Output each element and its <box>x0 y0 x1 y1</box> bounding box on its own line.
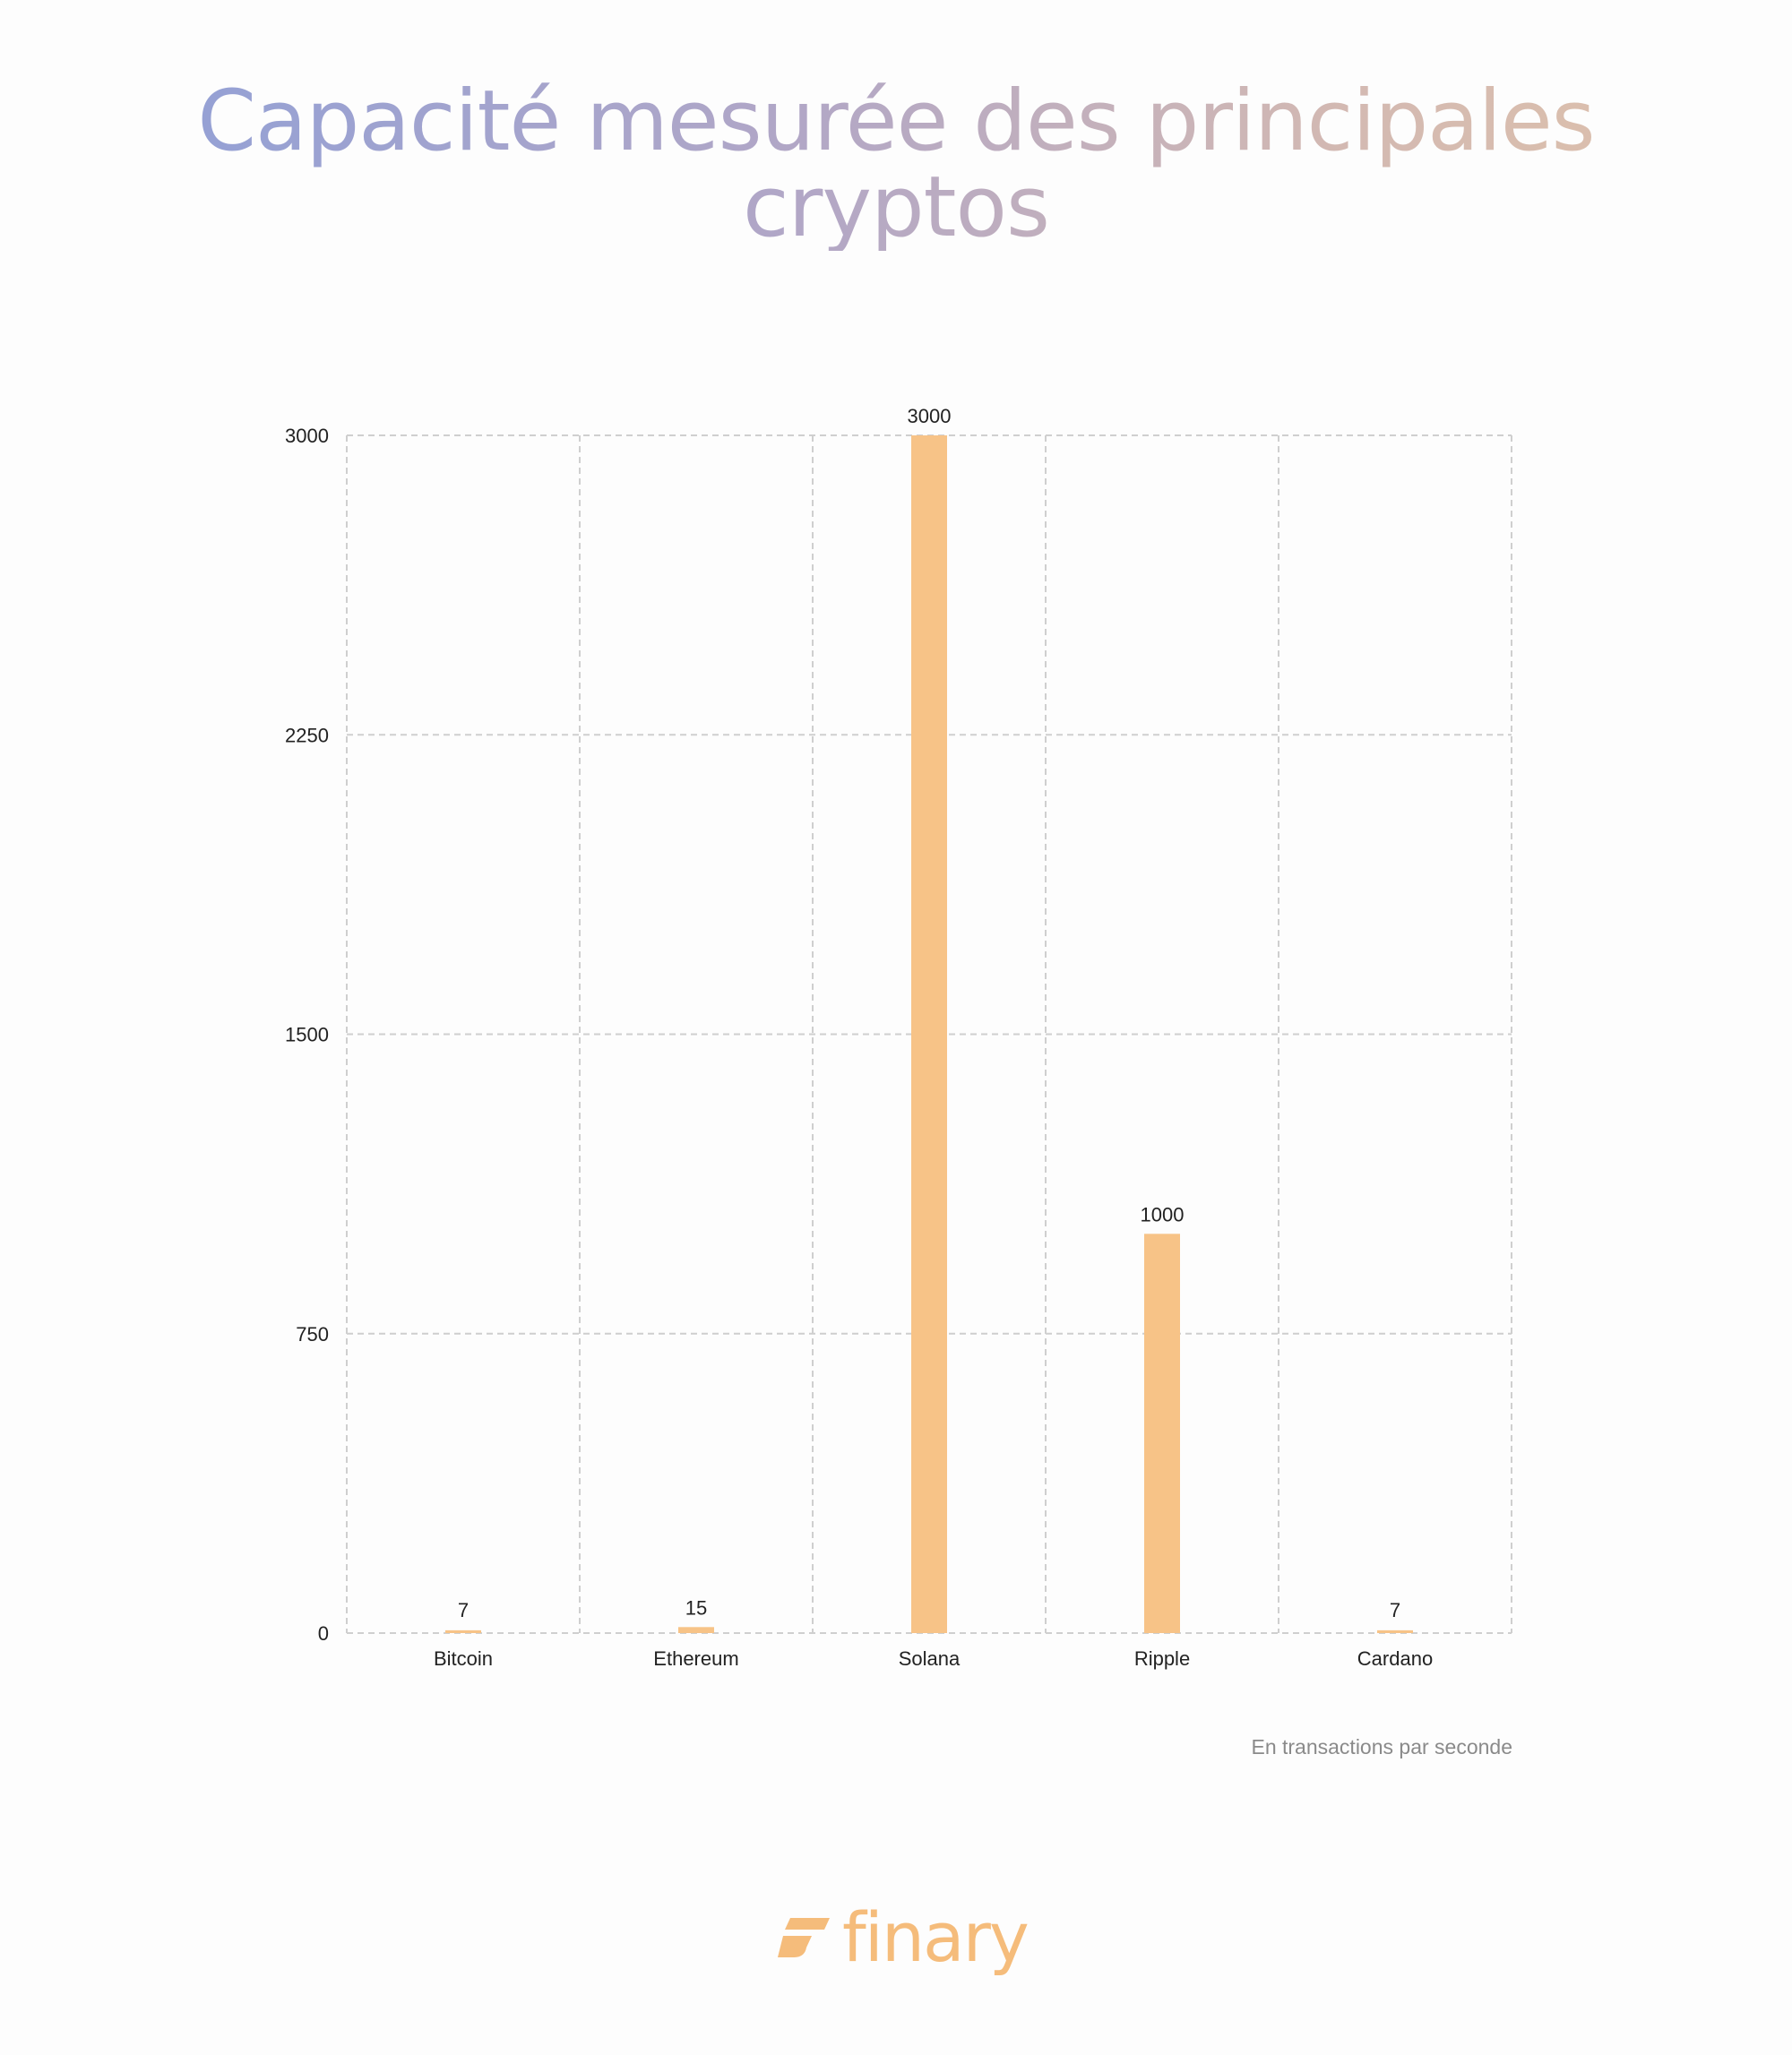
x-tick-label: Ethereum <box>653 1647 738 1670</box>
bar-ethereum <box>678 1627 714 1633</box>
unit-note: En transactions par seconde <box>1251 1735 1512 1758</box>
y-tick-label: 3000 <box>285 425 329 447</box>
bar-solana <box>911 435 947 1633</box>
y-tick-label: 2250 <box>285 724 329 746</box>
bar-bitcoin <box>445 1629 481 1633</box>
chart-bars <box>445 435 1413 1633</box>
data-label: 7 <box>458 1599 469 1621</box>
bar-ripple <box>1144 1234 1180 1633</box>
finary-logo-icon <box>778 1918 830 1957</box>
data-label: 15 <box>685 1596 707 1619</box>
y-tick-label: 1500 <box>285 1024 329 1046</box>
chart-labels: 0 750 1500 2250 3000 7 Bitcoin 15 Ethereum 3000 So… <box>285 405 1433 1670</box>
bar-cardano <box>1377 1629 1413 1633</box>
x-tick-label: Cardano <box>1357 1647 1433 1670</box>
y-tick-label: 0 <box>318 1622 329 1645</box>
data-label: 3000 <box>908 405 952 427</box>
x-tick-label: Bitcoin <box>434 1647 493 1670</box>
data-label: 7 <box>1390 1599 1400 1621</box>
x-tick-label: Solana <box>899 1647 961 1670</box>
brand-name: finary <box>842 1897 1030 1977</box>
brand-logo: finary <box>778 1897 1030 1978</box>
data-label: 1000 <box>1141 1203 1185 1225</box>
y-tick-label: 750 <box>296 1323 329 1346</box>
x-tick-label: Ripple <box>1134 1647 1190 1670</box>
